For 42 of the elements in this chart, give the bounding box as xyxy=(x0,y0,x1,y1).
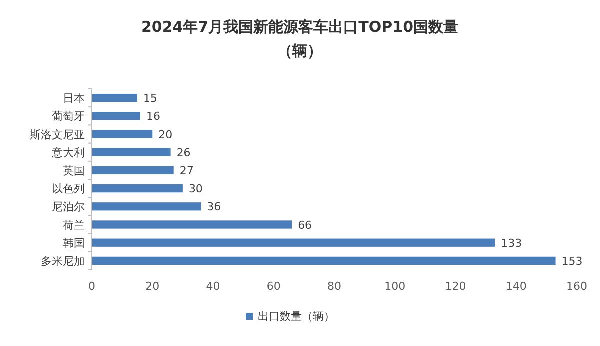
bar xyxy=(92,94,138,102)
data-label: 66 xyxy=(298,218,312,232)
bar xyxy=(92,130,153,138)
data-label: 20 xyxy=(158,128,173,142)
x-tick-label: 0 xyxy=(88,280,96,293)
bar xyxy=(92,112,140,120)
y-tick-label: 葡萄牙 xyxy=(52,110,85,124)
y-tick-label: 以色列 xyxy=(52,182,85,196)
chart-subtitle: （辆） xyxy=(278,42,322,60)
legend-label: 出口数量（辆） xyxy=(258,310,335,323)
x-tick-label: 20 xyxy=(146,280,160,293)
chart-title: 2024年7月我国新能源客车出口TOP10国数量 xyxy=(141,18,459,36)
bar xyxy=(92,220,292,229)
bar xyxy=(92,148,171,156)
y-tick-label: 意大利 xyxy=(51,146,85,160)
x-tick-label: 80 xyxy=(328,280,342,293)
bar xyxy=(92,256,556,266)
x-tick-label: 60 xyxy=(266,280,281,293)
x-tick-label: 160 xyxy=(566,280,588,293)
x-tick-label: 100 xyxy=(384,280,406,293)
y-tick-label: 斯洛文尼亚 xyxy=(30,128,85,142)
y-tick-label: 日本 xyxy=(63,92,85,106)
x-tick-label: 120 xyxy=(445,280,466,293)
data-label: 27 xyxy=(180,164,194,178)
bar xyxy=(92,238,496,247)
bar xyxy=(92,184,183,193)
data-label: 30 xyxy=(188,182,203,196)
data-label: 133 xyxy=(501,236,522,250)
x-tick-label: 140 xyxy=(506,280,527,293)
data-label: 15 xyxy=(143,92,158,106)
y-tick-label: 韩国 xyxy=(63,236,85,250)
y-tick-label: 英国 xyxy=(63,164,85,178)
y-tick-label: 荷兰 xyxy=(63,218,85,232)
bar xyxy=(92,202,202,211)
x-tick-label: 40 xyxy=(206,280,220,293)
bar xyxy=(92,166,174,175)
y-tick-label: 多米尼加 xyxy=(41,254,85,268)
data-label: 26 xyxy=(176,146,191,160)
y-tick-label: 尼泊尔 xyxy=(52,200,85,214)
data-label: 153 xyxy=(562,254,583,268)
data-label: 16 xyxy=(146,110,160,124)
data-label: 36 xyxy=(207,200,222,214)
